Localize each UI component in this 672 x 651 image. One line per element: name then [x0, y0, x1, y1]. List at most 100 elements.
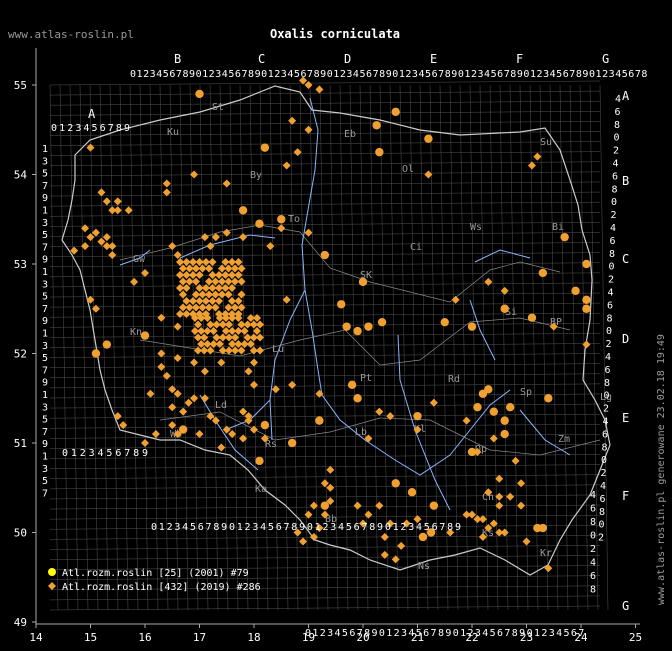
left-digit: 5 — [42, 230, 48, 241]
grid-line — [409, 84, 419, 611]
record-diamond — [489, 519, 498, 528]
grid-line — [49, 151, 601, 156]
record-diamond — [320, 510, 329, 519]
record-circle — [505, 403, 515, 412]
region-label: Si — [505, 307, 517, 318]
record-diamond — [203, 340, 212, 348]
record-diamond — [326, 483, 335, 492]
record-diamond — [209, 327, 218, 335]
record-diamond — [304, 125, 313, 134]
region-label: SK — [360, 270, 372, 281]
grid-line — [299, 84, 309, 611]
record-diamond — [375, 407, 384, 416]
record-diamond — [299, 537, 308, 546]
record-diamond — [237, 320, 246, 329]
record-diamond — [228, 258, 236, 266]
record-circle — [440, 317, 449, 327]
right-digit: 0 — [599, 520, 605, 531]
grid-line — [49, 302, 601, 308]
y-tick-label: 49 — [14, 616, 27, 629]
record-diamond — [315, 389, 324, 398]
record-diamond — [397, 541, 406, 550]
grid-line — [259, 84, 269, 611]
record-diamond — [173, 389, 182, 398]
right-digit: 0 — [609, 262, 615, 273]
region-label: Lb — [355, 427, 367, 438]
record-diamond — [249, 346, 258, 355]
record-diamond — [168, 403, 177, 412]
record-circle — [255, 456, 264, 466]
grid-line — [49, 575, 601, 580]
record-diamond — [315, 524, 324, 533]
map-title: Oxalis corniculata — [270, 27, 400, 41]
grid-line — [179, 84, 189, 611]
record-diamond — [222, 327, 230, 335]
record-circle — [473, 403, 482, 412]
record-diamond — [282, 295, 291, 304]
record-diamond — [91, 228, 100, 237]
record-diamond — [195, 258, 204, 266]
right-digit: 2 — [606, 339, 612, 350]
site-watermark: www.atlas-roslin.pl — [8, 28, 134, 41]
left-digit: 3 — [42, 218, 48, 229]
record-diamond — [215, 340, 224, 348]
x-tick-label: 15 — [84, 631, 97, 644]
grid-line — [279, 84, 289, 611]
left-digit: 9 — [42, 255, 48, 266]
grid-line — [49, 595, 601, 601]
record-diamond — [190, 358, 199, 367]
right-digit: 6 — [612, 171, 618, 182]
grid-line — [49, 111, 601, 116]
record-diamond — [102, 233, 111, 242]
record-diamond — [495, 501, 504, 510]
record-diamond — [192, 264, 200, 273]
record-diamond — [495, 528, 504, 537]
right-digit: 6 — [605, 365, 611, 376]
left-digit: 3 — [42, 341, 48, 352]
record-circle — [500, 416, 509, 425]
record-diamond — [244, 367, 253, 376]
left-digit: 7 — [42, 488, 48, 499]
legend-label-2019: Atl.rozm.roslin [432] (2019) #286 — [62, 582, 261, 593]
region-label: Eb — [344, 129, 356, 140]
record-diamond — [197, 340, 206, 348]
record-diamond — [582, 340, 591, 349]
record-diamond — [200, 394, 209, 403]
record-diamond — [256, 333, 264, 342]
grid-line — [49, 464, 601, 469]
record-circle — [195, 89, 204, 99]
grid-line — [49, 585, 601, 591]
occurrence-records — [70, 76, 591, 573]
record-diamond — [522, 537, 531, 546]
grid-line — [49, 555, 601, 560]
record-diamond — [244, 412, 253, 421]
legend-marker-circle — [48, 568, 56, 576]
grid-line — [559, 84, 569, 611]
record-diamond — [162, 188, 171, 197]
grid-line — [49, 80, 601, 86]
grid-line — [129, 84, 139, 611]
record-diamond — [234, 340, 243, 348]
record-diamond — [151, 430, 160, 439]
grid-line — [49, 424, 601, 429]
record-diamond — [462, 416, 471, 425]
record-diamond — [228, 340, 237, 348]
record-diamond — [221, 271, 230, 279]
record-diamond — [211, 233, 220, 242]
record-circle — [500, 304, 509, 313]
grid-line — [49, 212, 601, 217]
grid-line — [49, 545, 601, 550]
grid-line — [159, 84, 169, 611]
record-circle — [533, 523, 542, 533]
record-diamond — [212, 320, 221, 329]
top-digit-row: 0123456789012345678901234567890123456789… — [130, 69, 647, 80]
record-diamond — [249, 320, 258, 329]
grid-line — [49, 201, 601, 207]
record-diamond — [173, 322, 182, 331]
region-label: Ka — [255, 484, 267, 495]
grid-line — [49, 343, 601, 348]
record-circle — [337, 300, 346, 309]
square-letter-a: A — [88, 107, 96, 121]
region-label: Sp — [520, 387, 532, 398]
